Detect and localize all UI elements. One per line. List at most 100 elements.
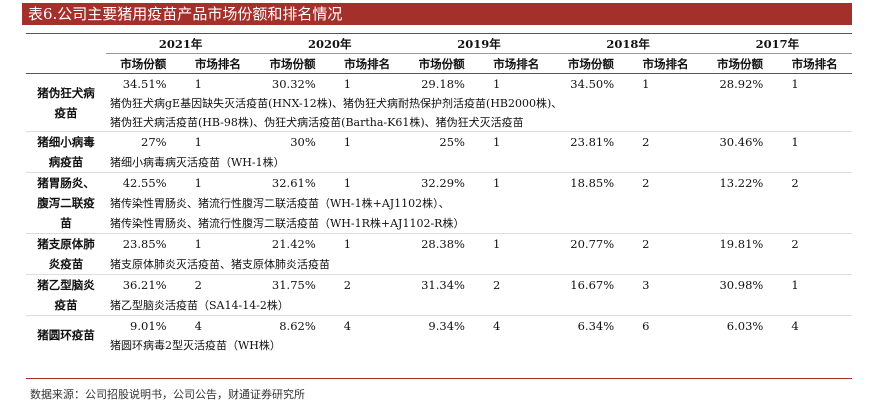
share-cell: 18.85%: [570, 176, 615, 190]
share-cell: 23.85%: [122, 237, 167, 251]
rank-cell: 1: [194, 135, 202, 149]
rank-cell: 2: [791, 237, 799, 251]
subheader: 市场排名: [791, 56, 838, 71]
year-header: 2020年: [255, 33, 405, 54]
subheader-row: 市场份额 市场排名 市场份额 市场排名 市场份额 市场排名 市场份额 市场排名 市场份额 市场排名: [26, 54, 852, 74]
rank-cell: 2: [194, 278, 202, 292]
rank-cell: 1: [343, 237, 352, 251]
share-cell: 32.29%: [421, 176, 465, 190]
market-table: 2021年 2020年 2019年 2018年 2017年市场份额 市场排名 市场份额 市场排…: [26, 33, 852, 354]
corner-cell: [26, 54, 106, 74]
product-row: 猪传染性胃肠炎、猪流行性腹泻二联活疫苗（WH-1R株+AJ1102-R株）: [26, 213, 852, 234]
rank-cell: 2: [343, 278, 352, 292]
rank-cell: 1: [343, 176, 352, 190]
subheader: 市场排名: [194, 56, 241, 71]
rank-cell: 1: [791, 76, 799, 91]
product-row: 猪细小病毒病灭活疫苗（WH-1株）: [26, 152, 852, 173]
product-text: 猪伪狂犬病活疫苗(HB-98株)、伪狂犬病活疫苗(Bartha-K61株)、猪伪…: [110, 115, 524, 129]
product-row: 猪伪狂犬病活疫苗(HB-98株)、伪狂犬病活疫苗(Bartha-K61株)、猪伪…: [26, 112, 852, 132]
share-cell: 30.46%: [719, 135, 764, 149]
rank-cell: 1: [791, 278, 799, 292]
year-header: 2018年: [553, 33, 703, 54]
share-cell: 31.34%: [421, 278, 465, 292]
subheader: 市场份额: [120, 56, 167, 71]
product-text: 猪乙型脑炎活疫苗（SA14-14-2株）: [110, 299, 289, 312]
rank-cell: 4: [492, 318, 501, 333]
data-row: 猪圆环疫苗 9.01% 4 8.62% 4 9.34% 4 6.34% 6 6.03% 4: [26, 315, 852, 342]
rank-cell: 4: [343, 318, 352, 333]
share-cell: 29.18%: [421, 76, 465, 91]
share-cell: 8.62%: [279, 318, 316, 333]
corner-cell: [26, 34, 106, 54]
share-cell: 27%: [141, 135, 167, 149]
year-header: 2021年: [106, 33, 256, 54]
rank-cell: 6: [642, 318, 650, 333]
data-row: 猪乙型脑炎疫苗 36.21% 2 31.75% 2 31.34% 2 16.67% 3 30.98…: [26, 274, 852, 312]
rank-cell: 2: [492, 278, 501, 292]
product-text: 猪支原体肺炎灭活疫苗、猪支原体肺炎活疫苗: [110, 258, 330, 271]
rank-cell: 1: [492, 237, 501, 251]
share-cell: 23.81%: [570, 135, 615, 149]
header-row: 2021年 2020年 2019年 2018年 2017年: [26, 33, 852, 54]
share-cell: 34.50%: [570, 76, 615, 91]
data-row: 猪细小病毒病疫苗 27% 1 30% 1 25% 1 23.81% 2 30.46% 1: [26, 131, 852, 169]
rank-cell: 2: [642, 176, 650, 190]
share-cell: 20.77%: [570, 237, 615, 251]
rank-cell: 1: [343, 76, 352, 91]
rank-cell: 1: [492, 76, 501, 91]
product-row: 猪乙型脑炎活疫苗（SA14-14-2株）: [26, 295, 852, 316]
footer-rule: [26, 378, 852, 379]
rank-cell: 3: [642, 278, 650, 292]
share-cell: 6.03%: [726, 318, 764, 333]
source-note: 数据来源：公司招股说明书，公司公告，财通证券研究所: [30, 388, 305, 401]
product-row: 猪传染性胃肠炎、猪流行性腹泻二联活疫苗（WH-1株+AJ1102株）、: [26, 193, 852, 213]
subheader: 市场排名: [642, 56, 689, 71]
data-row: 猪伪狂犬病疫苗 34.51% 1 30.32% 1 29.18% 1 34.50% 1 28.92…: [26, 74, 852, 120]
rank-cell: 2: [642, 237, 650, 251]
rank-cell: 1: [194, 76, 202, 91]
subheader: 市场份额: [418, 56, 465, 71]
rank-cell: 2: [791, 176, 799, 190]
rank-cell: 1: [194, 237, 202, 251]
share-cell: 42.55%: [122, 176, 167, 190]
rank-cell: 1: [791, 135, 799, 149]
share-cell: 16.67%: [570, 278, 615, 292]
share-cell: 34.51%: [122, 76, 167, 91]
subheader: 市场排名: [493, 56, 540, 71]
share-cell: 9.01%: [130, 318, 167, 333]
rank-cell: 1: [492, 176, 501, 190]
rank-cell: 1: [492, 135, 501, 149]
share-cell: 9.34%: [428, 318, 465, 333]
table-title: 表6.公司主要猪用疫苗产品市场份额和排名情况: [22, 3, 852, 25]
product-text: 猪圆环病毒2型灭活疫苗（WH株）: [110, 338, 281, 352]
share-cell: 30.98%: [719, 278, 764, 292]
product-row: 猪伪狂犬病gE基因缺失灭活疫苗(HNX-12株)、猪伪狂犬病耐热保护剂活疫苗(H…: [26, 93, 852, 112]
share-cell: 31.75%: [271, 278, 316, 292]
data-row: 猪支原体肺炎疫苗 23.85% 1 21.42% 1 28.38% 1 20.77% 2 19.8…: [26, 233, 852, 271]
rank-cell: 1: [194, 176, 202, 190]
product-row: 猪支原体肺炎灭活疫苗、猪支原体肺炎活疫苗: [26, 254, 852, 275]
share-cell: 36.21%: [122, 278, 167, 292]
rank-cell: 1: [343, 135, 352, 149]
share-cell: 25%: [439, 135, 465, 149]
subheader: 市场排名: [344, 56, 391, 71]
product-text: 猪传染性胃肠炎、猪流行性腹泻二联活疫苗（WH-1株+AJ1102株）、: [110, 196, 450, 210]
row-label: 猪乙型脑炎疫苗: [37, 278, 95, 312]
row-label: 猪胃肠炎、腹泻二联疫苗: [37, 176, 95, 230]
data-row: 猪胃肠炎、腹泻二联疫苗 42.55% 1 32.61% 1 32.29% 1 18.85% 2 1…: [26, 172, 852, 230]
product-text: 猪伪狂犬病gE基因缺失灭活疫苗(HNX-12株)、猪伪狂犬病耐热保护剂活疫苗(H…: [110, 96, 563, 110]
share-cell: 13.22%: [719, 176, 764, 190]
subheader: 市场份额: [717, 56, 764, 71]
year-header: 2019年: [404, 33, 554, 54]
rank-cell: 1: [642, 76, 650, 91]
rank-cell: 4: [194, 318, 202, 333]
share-cell: 30.32%: [271, 76, 316, 91]
product-text: 猪细小病毒病灭活疫苗（WH-1株）: [110, 156, 285, 169]
subheader: 市场份额: [567, 56, 614, 71]
share-cell: 28.92%: [719, 76, 764, 91]
share-cell: 21.42%: [271, 237, 316, 251]
share-cell: 19.81%: [719, 237, 764, 251]
share-cell: 6.34%: [577, 318, 615, 333]
product-text: 猪传染性胃肠炎、猪流行性腹泻二联活疫苗（WH-1R株+AJ1102-R株）: [110, 216, 465, 230]
